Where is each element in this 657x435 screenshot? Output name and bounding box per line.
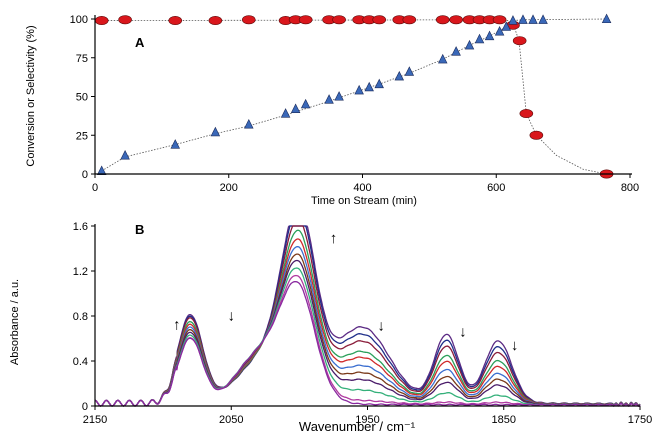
panel-b-spectra — [94, 225, 641, 407]
panel-a-circle-point — [529, 130, 544, 140]
panel-a-circle-point — [449, 15, 463, 25]
panel-b-x-tick-label: 2150 — [83, 414, 107, 426]
panel-b-label: B — [135, 222, 144, 237]
panel-a-triangle-point — [120, 149, 130, 160]
panel-a-circle-point — [492, 15, 507, 25]
panel-a-x-tick-label: 0 — [92, 182, 98, 194]
panel-b-arrow-annotation: ↑ — [173, 317, 181, 334]
panel-b-x-tick-label: 1850 — [492, 414, 516, 426]
panel-a-triangle-point — [170, 139, 180, 149]
panel-b-arrow-annotation: ↓ — [511, 337, 519, 354]
panel-a-triangle-point — [210, 126, 221, 137]
panel-b-ylabel: Absorbance / a.u. — [9, 279, 21, 365]
panel-a-triangle-point — [364, 81, 374, 92]
panel-a-triangle-point — [280, 108, 291, 118]
panel-a-label: A — [135, 35, 145, 50]
panel-a-circle-point — [242, 15, 256, 25]
panel-a-triangle-point — [354, 84, 364, 95]
panel-a-markers — [94, 13, 614, 179]
panel-a-triangle-point — [484, 30, 495, 41]
panel-b-x-tick-label: 1950 — [355, 414, 379, 426]
panel-a: 0 200 400 600 800 0 25 50 75 100 A Time on Stream… — [25, 13, 640, 207]
panel-b: ↑ ↓ ↑ ↓ ↓ ↓ 2150 2050 1950 1850 1750 0 0.4 0.8 1.2 1.6… — [9, 221, 652, 434]
panel-a-y-tick-label: 50 — [76, 92, 88, 104]
panel-b-spectrum-line — [94, 274, 641, 407]
panel-a-y-tick-label: 0 — [82, 169, 88, 181]
panel-a-trendline — [101, 19, 607, 175]
panel-b-arrow-annotation: ↑ — [330, 230, 338, 247]
panel-a-triangle-point — [451, 46, 461, 56]
panel-a-x-tick-label: 200 — [220, 182, 238, 194]
panel-a-circle-point — [118, 15, 132, 25]
panel-a-triangle-point — [474, 33, 485, 44]
panel-b-x-tick-label: 2050 — [219, 414, 243, 426]
panel-a-triangle-point — [300, 98, 311, 109]
panel-a-triangle-point — [528, 14, 538, 24]
panel-a-circle-point — [402, 15, 417, 25]
panel-a-ylabel: Conversion or Selectivity (%) — [25, 25, 37, 166]
panel-b-x-tick-label: 1750 — [628, 414, 652, 426]
panel-b-spectrum-line — [94, 281, 641, 407]
panel-a-triangle-point — [324, 94, 334, 104]
panel-a-triangle-point — [601, 13, 612, 24]
panel-b-annotations: ↑ ↓ ↑ ↓ ↓ ↓ — [173, 230, 518, 354]
panel-a-triangle-point — [404, 66, 415, 76]
panel-a-triangle-point — [96, 165, 107, 175]
panel-a-circle-point — [94, 16, 109, 26]
panel-b-arrow-annotation: ↓ — [377, 318, 385, 335]
panel-b-y-tick-label: 0.4 — [73, 356, 88, 368]
panel-a-circle-point — [372, 15, 387, 25]
panel-a-circle-point — [332, 15, 346, 25]
panel-a-triangle-point — [464, 39, 475, 50]
panel-b-y-tick-label: 0.8 — [73, 311, 88, 323]
panel-a-circle-point — [512, 36, 527, 46]
panel-b-y-tick-label: 0 — [82, 401, 88, 413]
panel-a-axes: 0 200 400 600 800 0 25 50 75 100 — [70, 14, 640, 194]
panel-a-circle-point — [435, 15, 450, 25]
panel-a-triangle-point — [334, 91, 344, 101]
panel-b-axes: 2150 2050 1950 1850 1750 0 0.4 0.8 1.2 1.6 — [73, 221, 653, 426]
panel-a-y-tick-label: 75 — [76, 53, 88, 65]
panel-a-xlabel: Time on Stream (min) — [311, 195, 417, 207]
panel-a-circle-point — [519, 109, 534, 119]
panel-a-triangle-point — [438, 53, 448, 64]
panel-a-triangle-point — [244, 118, 254, 129]
panel-a-triangle-point — [508, 15, 518, 25]
panel-a-triangle-point — [518, 14, 528, 24]
panel-a-circle-point — [168, 16, 183, 26]
panel-a-triangle-point — [538, 14, 548, 24]
panel-a-circle-point — [208, 16, 223, 26]
panel-b-xlabel: Wavenumber / cm⁻¹ — [299, 419, 416, 434]
panel-a-y-tick-label: 25 — [76, 130, 88, 142]
panel-a-triangle-point — [501, 21, 512, 31]
panel-a-x-tick-label: 600 — [487, 182, 505, 194]
panel-a-circle-point — [298, 15, 313, 25]
panel-a-y-tick-label: 100 — [70, 14, 88, 26]
panel-b-arrow-annotation: ↓ — [228, 308, 236, 325]
panel-a-triangle-point — [290, 103, 301, 113]
panel-a-trendlines — [101, 18, 607, 175]
panel-b-y-tick-label: 1.6 — [73, 221, 88, 233]
panel-a-x-tick-label: 400 — [353, 182, 371, 194]
panel-a-triangle-point — [374, 78, 384, 89]
panel-a-triangle-point — [494, 25, 505, 36]
panel-a-x-tick-label: 800 — [621, 182, 639, 194]
panel-b-arrow-annotation: ↓ — [459, 323, 467, 340]
panel-a-triangle-point — [394, 70, 405, 81]
panel-b-y-tick-label: 1.2 — [73, 266, 88, 278]
panel-b-spectrum-line — [94, 267, 641, 407]
